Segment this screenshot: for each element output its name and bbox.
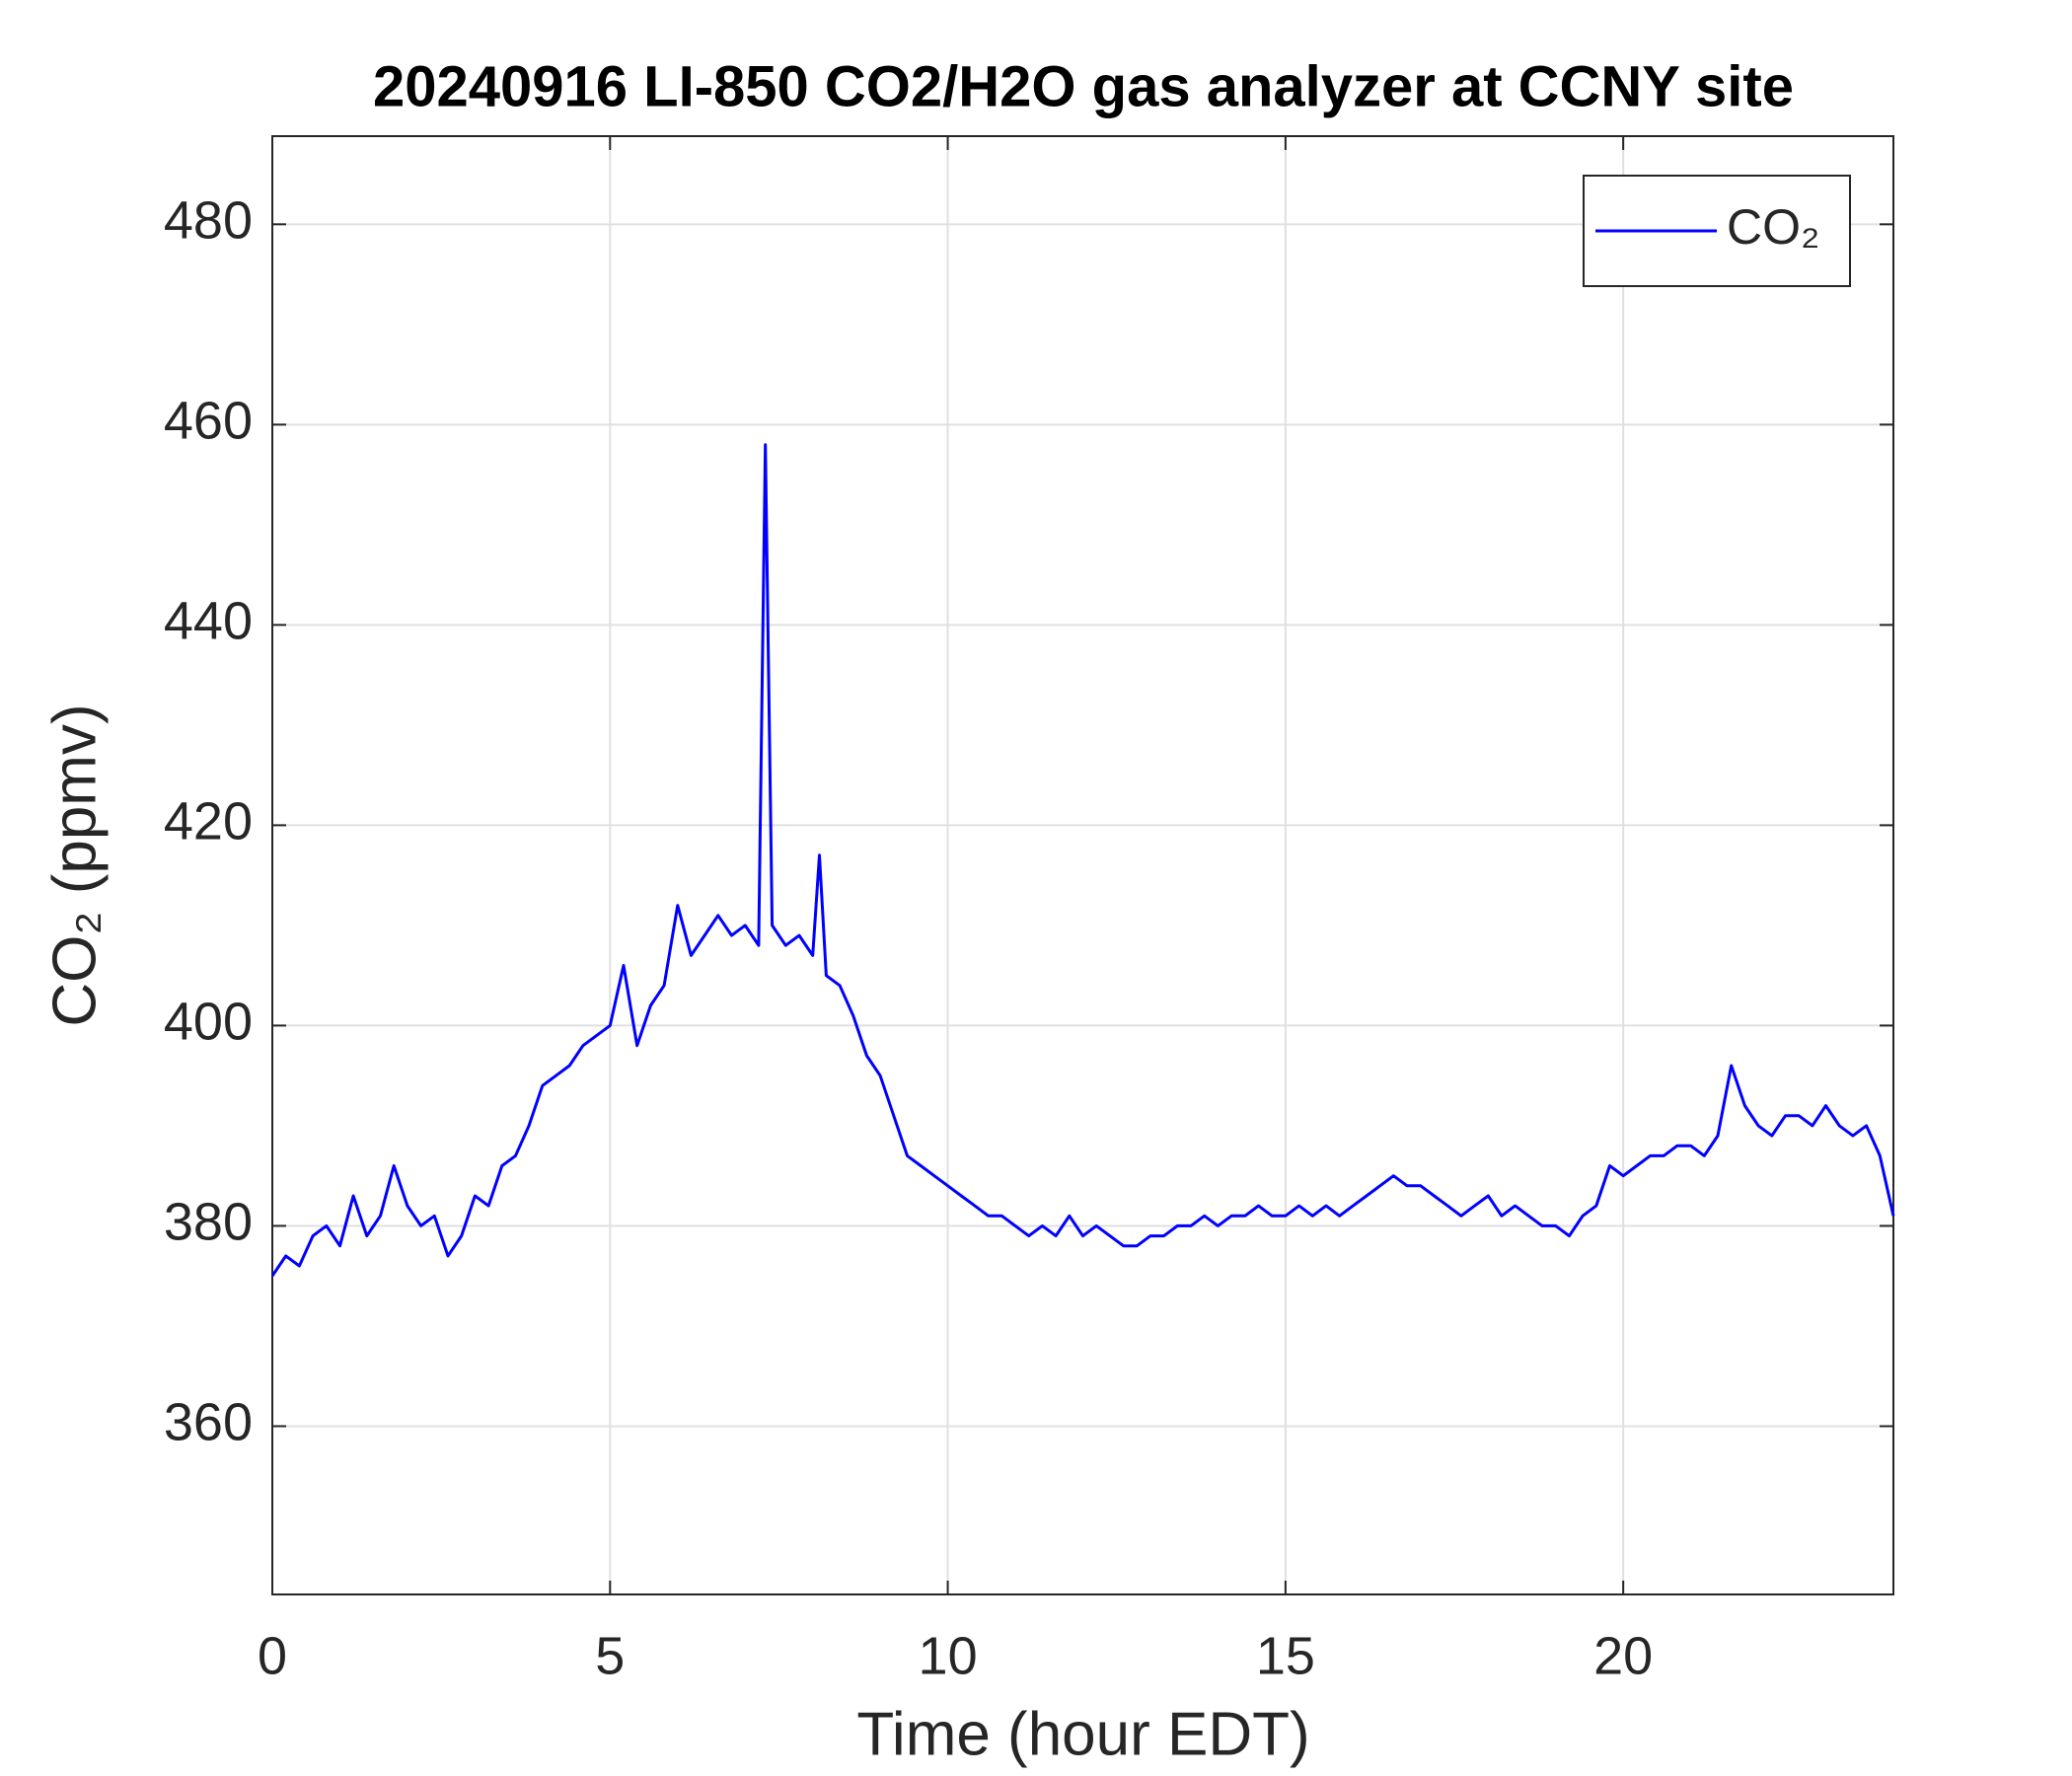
x-tick-label: 0 (258, 1626, 287, 1685)
y-tick-label: 460 (164, 392, 253, 451)
y-tick-label: 420 (164, 792, 253, 851)
data-line (270, 443, 1895, 1278)
chart-title: 20240916 LI-850 CO2/H2O gas analyzer at … (373, 54, 1794, 118)
y-tick-label: 480 (164, 191, 253, 251)
y-tick-label: 380 (164, 1193, 253, 1252)
x-tick-label: 20 (1593, 1626, 1653, 1685)
x-axis-label: Time (hour EDT) (856, 1700, 1309, 1768)
x-tick-label: 15 (1256, 1626, 1315, 1685)
legend-label: CO₂ (1727, 199, 1819, 255)
y-tick-label: 440 (164, 592, 253, 651)
x-tick-label: 5 (595, 1626, 625, 1685)
x-tick-label: 10 (919, 1626, 978, 1685)
y-tick-label: 360 (164, 1393, 253, 1452)
y-tick-label: 400 (164, 993, 253, 1052)
plot-frame (271, 135, 1894, 1595)
y-axis-label: CO₂ (ppmv) (40, 703, 109, 1026)
